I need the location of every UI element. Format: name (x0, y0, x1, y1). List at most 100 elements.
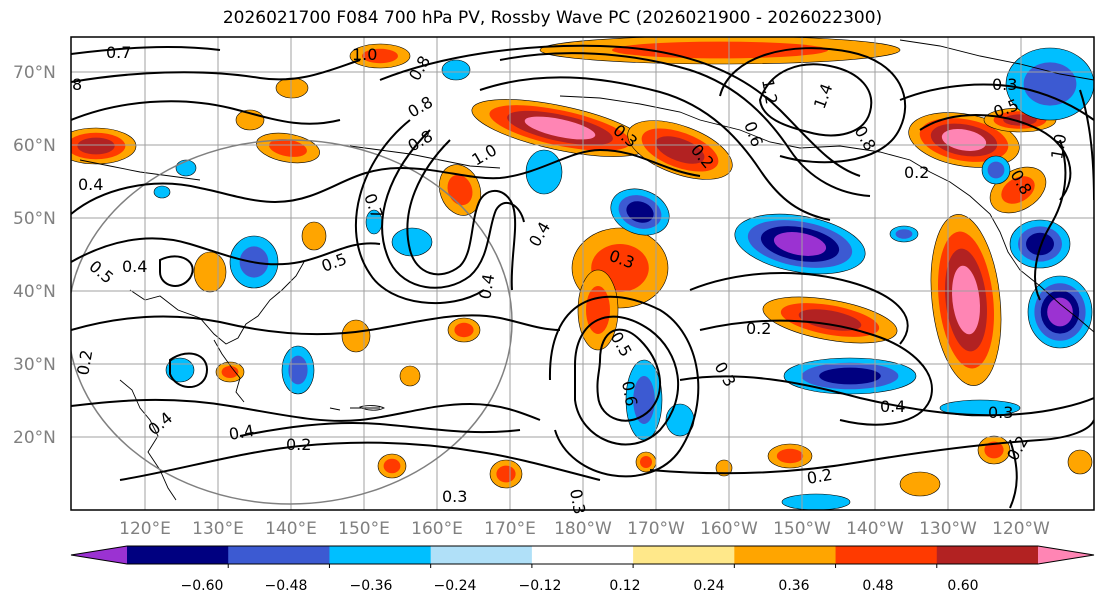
colorbar-swatch (633, 546, 735, 564)
lat-label: 60°N (13, 136, 56, 156)
colorbar-tick-label: −0.24 (434, 578, 477, 594)
lon-label: 160°W (700, 519, 758, 539)
colorbar (70, 545, 1095, 568)
anomaly-fill (341, 319, 371, 353)
anomaly-fill (984, 441, 1004, 459)
anomaly-fill (399, 365, 421, 387)
contour-label: 0.6 (618, 379, 641, 407)
anomaly-fill (987, 161, 1005, 179)
colorbar-tick-labels: −0.60 −0.48 −0.36 −0.24 −0.12 0.12 0.24 … (181, 578, 979, 594)
contour-label: 0.2 (746, 319, 771, 338)
anomaly-fill (175, 159, 197, 177)
longitude-labels: 120°E 130°E 140°E 150°E 160°E 170°E 180°… (119, 519, 1050, 539)
lon-label: 130°W (919, 519, 977, 539)
anomaly-fill (952, 265, 980, 335)
colorbar-swatch (936, 546, 1039, 564)
map-title: 2026021700 F084 700 hPa PV, Rossby Wave … (222, 8, 883, 28)
lat-label: 20°N (13, 428, 56, 448)
colorbar-tick-label: −0.60 (181, 578, 224, 594)
colorbar-tick-label: 0.60 (947, 578, 978, 594)
anomaly-fill (640, 456, 652, 468)
colorbar-tick-label: −0.48 (265, 578, 308, 594)
contour-label: 0.2 (286, 435, 311, 454)
anomaly-fill (221, 366, 239, 378)
lat-label: 30°N (13, 355, 56, 375)
anomaly-fill (1023, 62, 1077, 106)
pv-anomaly-shading (71, 37, 1094, 510)
lon-label: 160°E (411, 519, 463, 539)
colorbar-swatch (127, 546, 229, 564)
lon-label: 170°W (627, 519, 685, 539)
colorbar-tick-label: 0.48 (862, 578, 893, 594)
anomaly-fill (819, 367, 881, 385)
contour-label: 0.4 (78, 175, 103, 194)
contour-label: 0.4 (880, 397, 905, 416)
contour-label: 0.4 (475, 272, 498, 300)
colorbar-tick-label: −0.36 (350, 578, 393, 594)
anomaly-fill (447, 174, 473, 206)
anomaly-fill (715, 459, 733, 477)
anomaly-fill (776, 448, 804, 464)
lon-label: 140°E (265, 519, 317, 539)
map-frame (70, 36, 1095, 511)
colorbar-swatch (228, 546, 330, 564)
anomaly-fill (301, 221, 327, 251)
colorbar-swatch (430, 546, 533, 564)
anomaly-fill (773, 232, 827, 256)
colorbar-tick-label: 0.24 (693, 578, 724, 594)
anomaly-fill (383, 458, 401, 474)
lat-label: 40°N (13, 282, 56, 302)
anomaly-fill (77, 137, 115, 155)
contour-label: 8 (72, 75, 82, 94)
contour-label: 0.4 (227, 421, 255, 444)
contour-label: 0.3 (566, 487, 589, 515)
colorbar-tick-label: 0.36 (778, 578, 809, 594)
contour-label: 1.0 (1047, 132, 1070, 160)
contour-label: 0.4 (122, 257, 147, 276)
colorbar-swatch (71, 546, 127, 564)
pv-contours (71, 44, 1094, 509)
lon-label: 120°E (119, 519, 171, 539)
anomaly-fill (895, 229, 913, 239)
lon-label: 150°E (338, 519, 390, 539)
anomaly-fill (496, 465, 516, 483)
anomaly-fill (441, 59, 471, 81)
colorbar-swatch (1038, 546, 1094, 564)
colorbar-outline (70, 545, 1095, 565)
latitude-labels: 70°N 60°N 50°N 40°N 30°N 20°N (13, 63, 56, 448)
anomaly-fill (655, 136, 705, 164)
contour-label: 0.3 (442, 487, 467, 506)
anomaly-fill (275, 77, 309, 99)
colorbar-swatch (835, 546, 938, 564)
lat-label: 70°N (13, 63, 56, 83)
anomaly-fill (586, 286, 610, 334)
anomaly-fill (362, 48, 398, 64)
anomaly-fill (1047, 297, 1073, 327)
contour-label: 0.7 (106, 43, 131, 62)
contour-label: 0.3 (992, 75, 1017, 94)
colorbar-tick-label: −0.12 (519, 578, 562, 594)
anomaly-fill (525, 149, 563, 195)
anomaly-fill (1003, 114, 1037, 126)
lon-label: 130°E (192, 519, 244, 539)
anomaly-fill (454, 322, 474, 338)
coastlines (79, 39, 1094, 501)
colorbar-tick-label: 0.12 (609, 578, 640, 594)
lon-label: 150°W (773, 519, 831, 539)
lon-label: 180°W (554, 519, 612, 539)
anomaly-fill (1026, 232, 1054, 256)
lon-label: 120°W (992, 519, 1050, 539)
anomaly-fill (798, 309, 862, 331)
anomaly-fill (524, 116, 596, 140)
contour-label: 0.2 (805, 465, 833, 488)
lat-label: 50°N (13, 209, 56, 229)
contour-label: 0.3 (988, 403, 1013, 422)
anomaly-fill (781, 493, 851, 510)
lon-label: 170°E (484, 519, 536, 539)
colorbar-swatch (734, 546, 837, 564)
anomaly-fill (1001, 176, 1035, 204)
colorbar-swatch (531, 546, 634, 564)
anomaly-fill (633, 376, 655, 424)
anomaly-fill (1067, 449, 1093, 475)
